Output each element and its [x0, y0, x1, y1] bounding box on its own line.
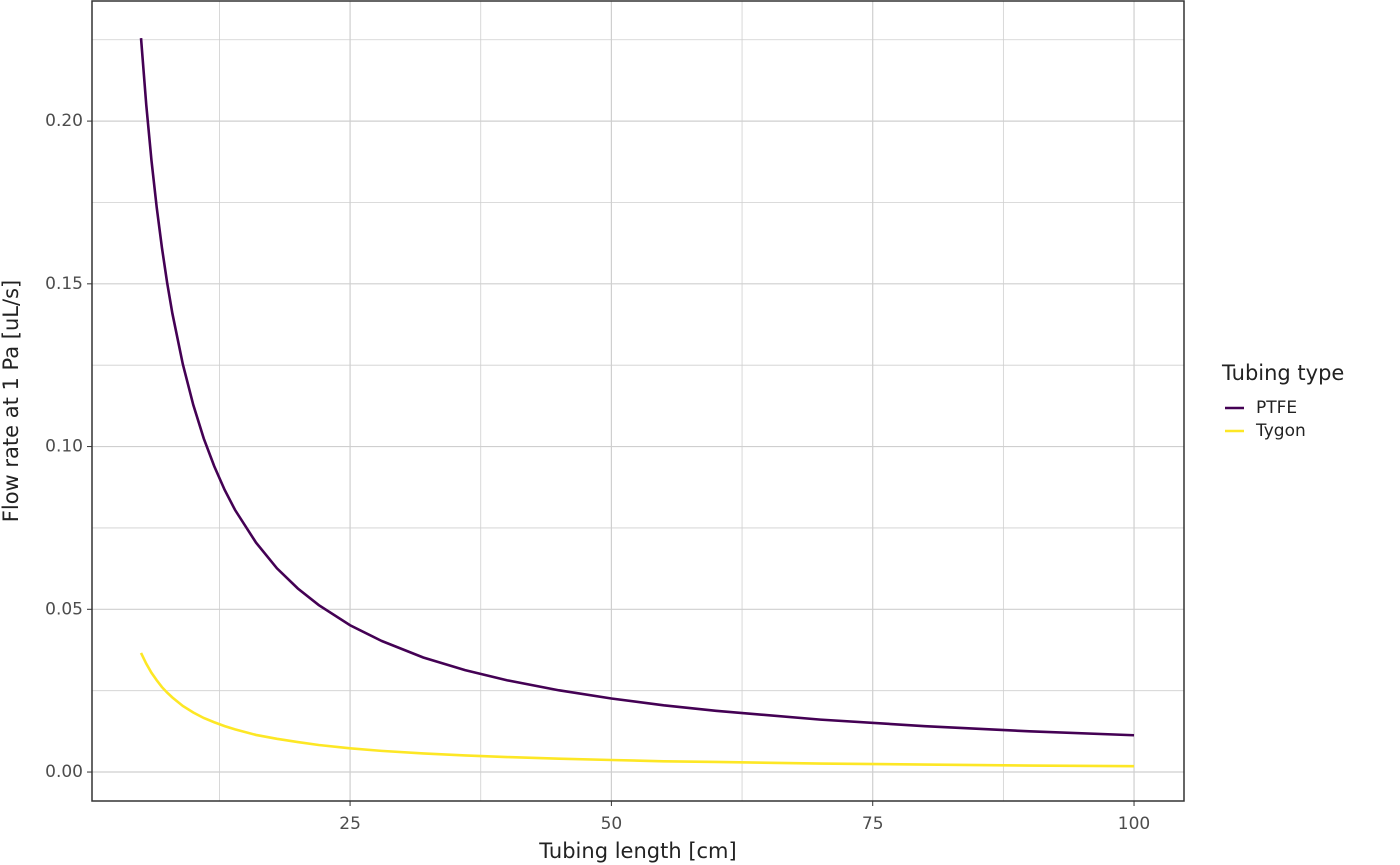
legend-label: Tygon	[1255, 421, 1306, 441]
legend-label: PTFE	[1256, 398, 1297, 418]
y-tick-label: 0.10	[45, 437, 83, 457]
y-tick-label: 0.20	[45, 111, 83, 131]
x-tick-label: 25	[339, 814, 361, 834]
y-axis-title: Flow rate at 1 Pa [uL/s]	[0, 280, 23, 522]
x-tick-label: 50	[601, 814, 623, 834]
x-axis-title: Tubing length [cm]	[538, 839, 736, 863]
plot-border	[91, 0, 1185, 802]
legend-title: Tubing type	[1221, 361, 1344, 385]
x-tick-label: 100	[1118, 814, 1150, 834]
y-tick-label: 0.00	[45, 762, 83, 782]
y-tick-label: 0.05	[45, 599, 83, 619]
data-line	[139, 38, 1135, 737]
x-tick-label: 75	[862, 814, 884, 834]
data-line	[139, 652, 1135, 768]
y-tick-label: 0.15	[45, 274, 83, 294]
